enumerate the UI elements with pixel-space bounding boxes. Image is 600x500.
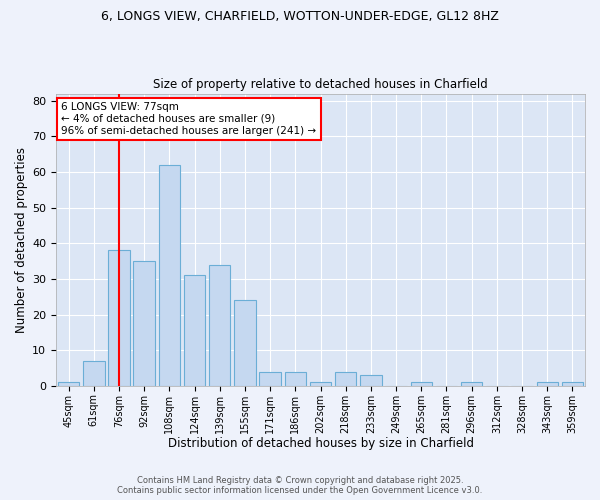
Bar <box>133 261 155 386</box>
Bar <box>335 372 356 386</box>
Text: 6 LONGS VIEW: 77sqm
← 4% of detached houses are smaller (9)
96% of semi-detached: 6 LONGS VIEW: 77sqm ← 4% of detached hou… <box>61 102 316 136</box>
Text: Contains HM Land Registry data © Crown copyright and database right 2025.
Contai: Contains HM Land Registry data © Crown c… <box>118 476 482 495</box>
Bar <box>184 276 205 386</box>
Text: 6, LONGS VIEW, CHARFIELD, WOTTON-UNDER-EDGE, GL12 8HZ: 6, LONGS VIEW, CHARFIELD, WOTTON-UNDER-E… <box>101 10 499 23</box>
Bar <box>158 165 180 386</box>
Bar <box>259 372 281 386</box>
X-axis label: Distribution of detached houses by size in Charfield: Distribution of detached houses by size … <box>167 437 473 450</box>
Bar <box>234 300 256 386</box>
Bar <box>562 382 583 386</box>
Bar <box>284 372 306 386</box>
Y-axis label: Number of detached properties: Number of detached properties <box>15 146 28 332</box>
Bar <box>536 382 558 386</box>
Bar <box>83 361 104 386</box>
Title: Size of property relative to detached houses in Charfield: Size of property relative to detached ho… <box>153 78 488 91</box>
Bar <box>209 264 230 386</box>
Bar <box>360 375 382 386</box>
Bar <box>461 382 482 386</box>
Bar <box>410 382 432 386</box>
Bar <box>58 382 79 386</box>
Bar <box>310 382 331 386</box>
Bar <box>108 250 130 386</box>
